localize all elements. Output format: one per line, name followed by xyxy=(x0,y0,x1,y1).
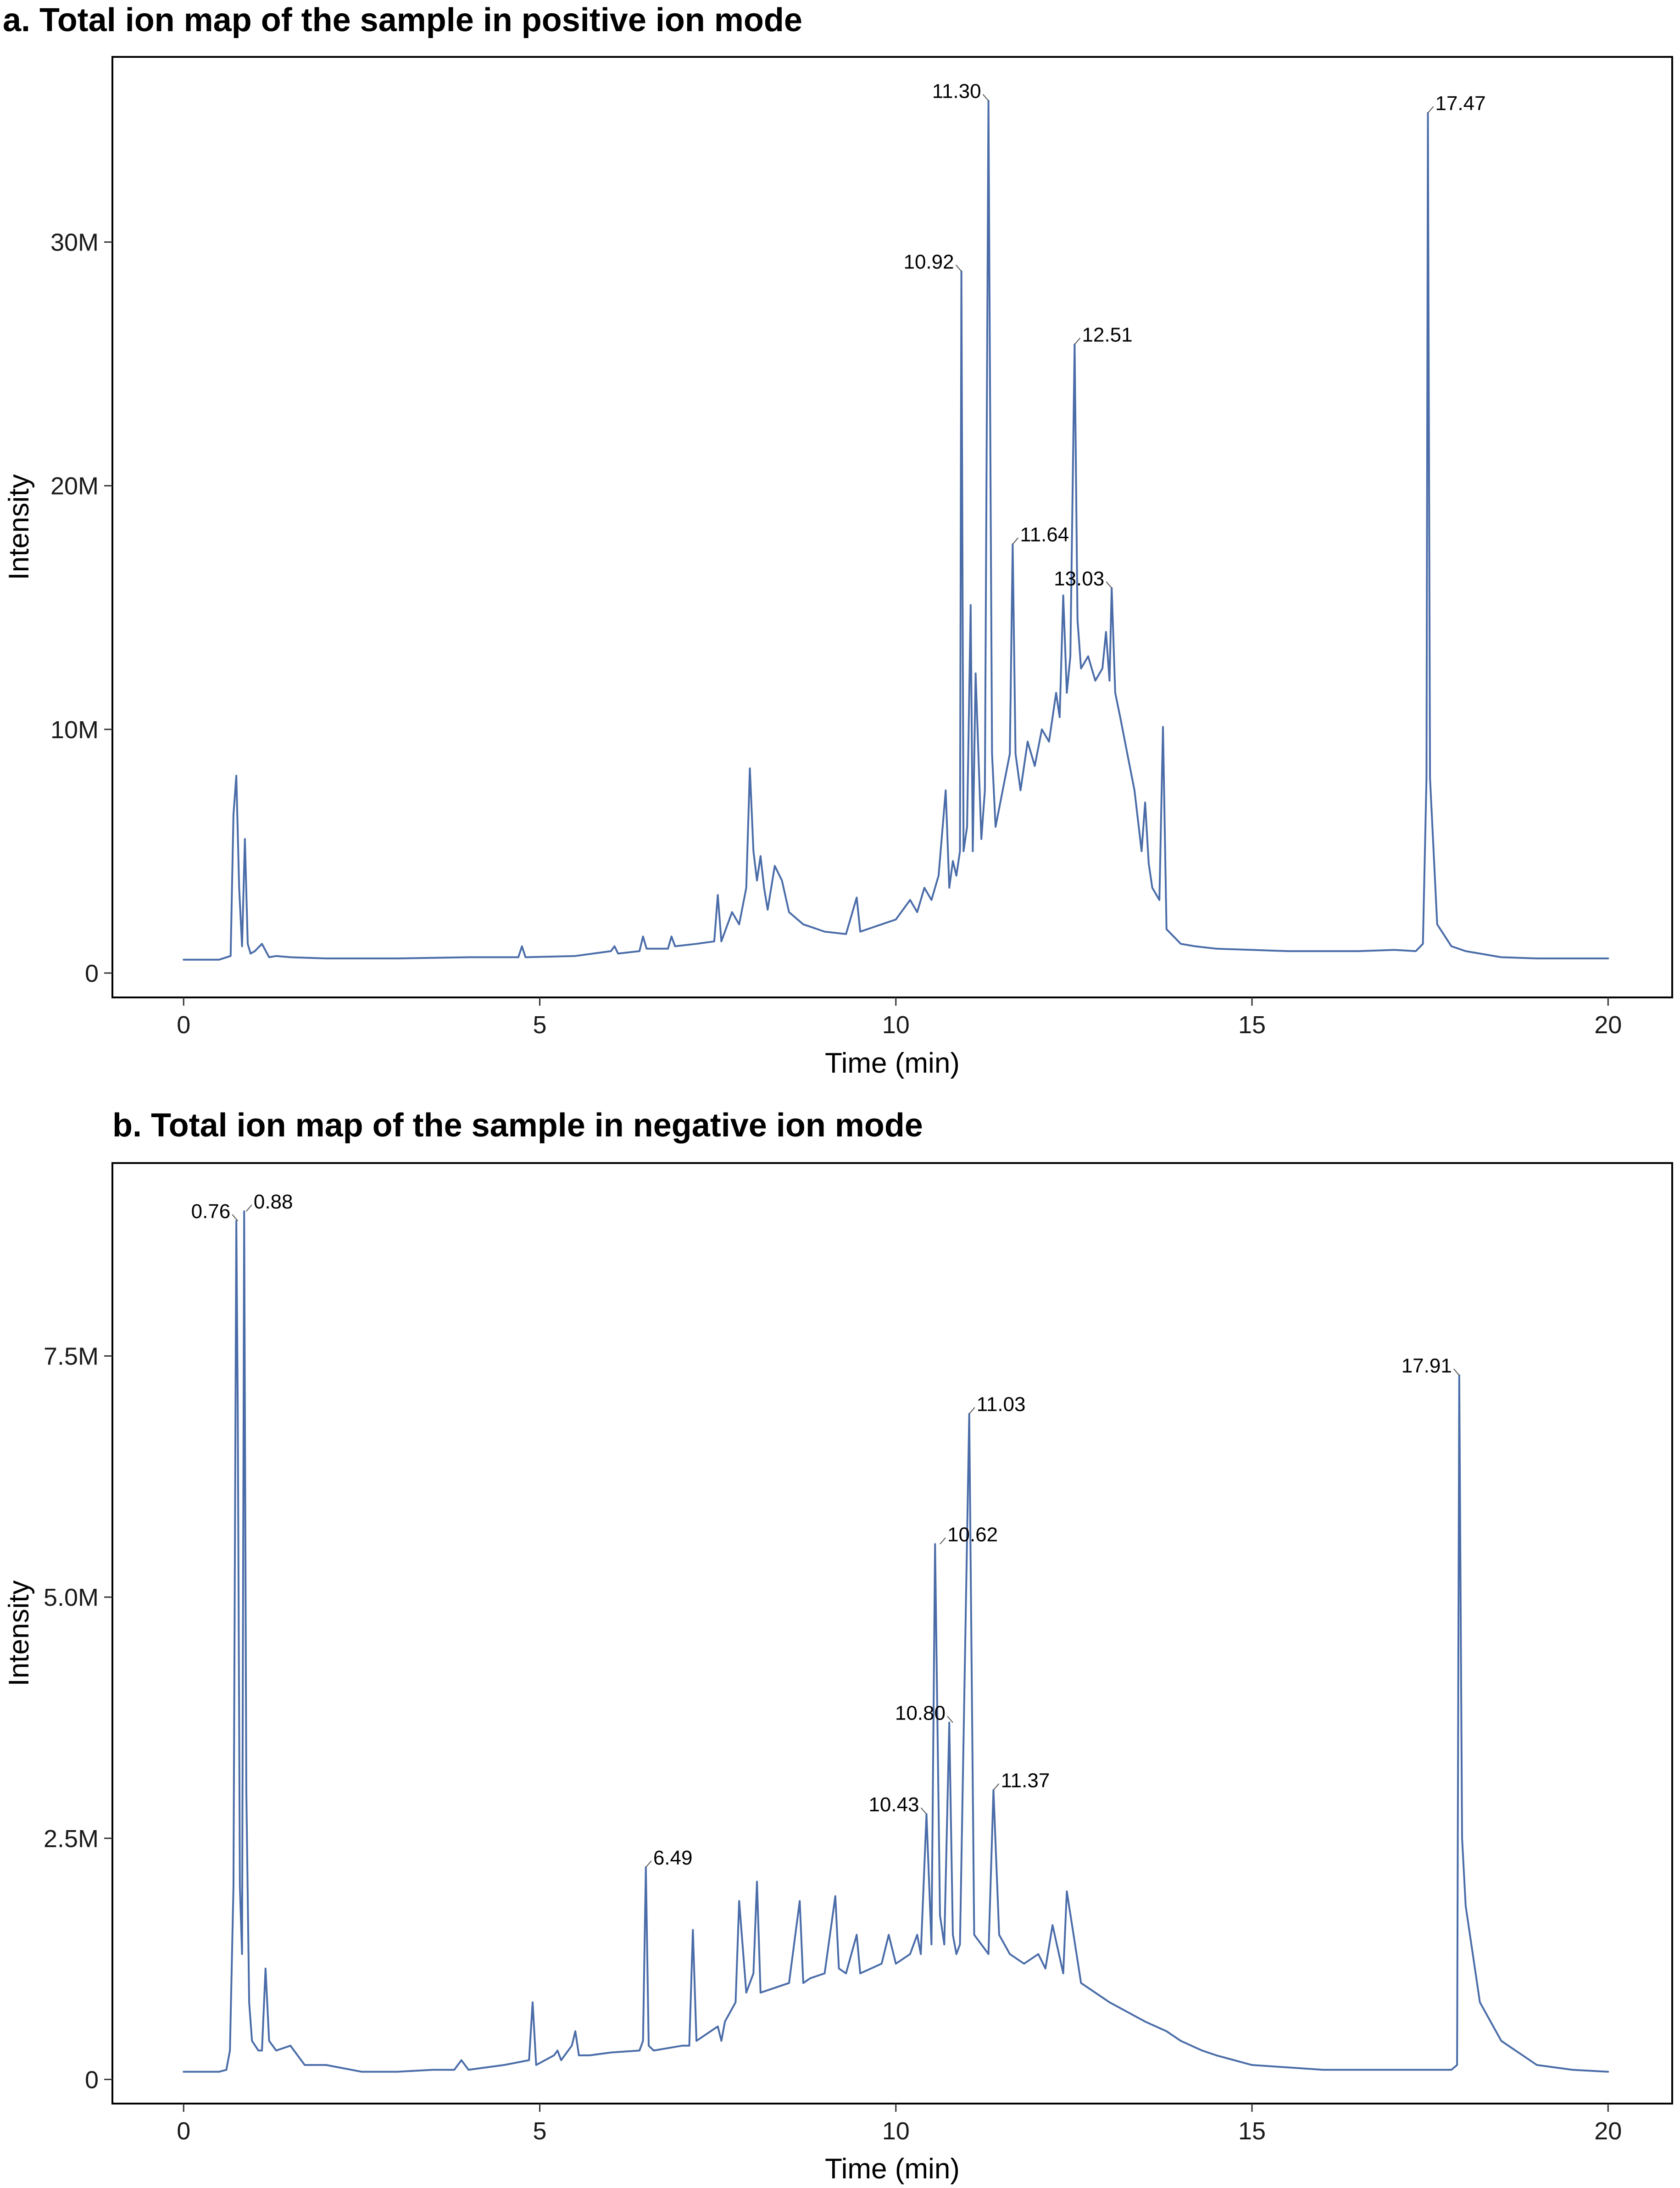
peak-label-leader xyxy=(982,94,989,101)
y-tick-label: 0 xyxy=(85,960,99,987)
x-tick-label: 10 xyxy=(882,1011,910,1039)
panel-a-y-axis-title: Intensity xyxy=(3,474,35,580)
peak-label-leader xyxy=(232,1214,239,1221)
panel-negative-ion-mode: b. Total ion map of the sample in negati… xyxy=(3,1107,1673,2185)
panel-a-marks: 0 5 10 15 20 0 10M 20M 30M 11.30 10.92 12.51 11.64 13… xyxy=(50,80,1622,1039)
peak-label-leader xyxy=(246,1204,252,1212)
peak-label: 11.64 xyxy=(1020,523,1069,546)
y-tick-label: 0 xyxy=(85,2066,99,2093)
panel-b-y-axis-title: Intensity xyxy=(3,1581,35,1687)
x-tick-label: 15 xyxy=(1238,2117,1266,2145)
y-tick-label: 20M xyxy=(50,473,99,500)
peak-label: 17.91 xyxy=(1402,1355,1452,1377)
peak-label: 11.03 xyxy=(977,1393,1026,1416)
peak-label-leader xyxy=(1106,581,1112,589)
peak-label: 6.49 xyxy=(653,1847,693,1869)
peak-label: 12.51 xyxy=(1082,324,1132,346)
peak-label-leader xyxy=(1453,1368,1460,1376)
panel-positive-ion-mode: a. Total ion map of the sample in positi… xyxy=(3,2,1673,1079)
panel-b-title: b. Total ion map of the sample in negati… xyxy=(112,1107,923,1144)
x-tick-label: 0 xyxy=(177,1011,190,1039)
y-tick-label: 5.0M xyxy=(44,1584,99,1611)
x-tick-label: 10 xyxy=(882,2117,910,2145)
peak-label-leader xyxy=(968,1407,975,1414)
x-tick-label: 15 xyxy=(1238,1011,1266,1039)
peak-label: 0.88 xyxy=(254,1191,293,1213)
peak-label: 10.80 xyxy=(895,1702,946,1724)
peak-label-leader xyxy=(1427,106,1434,113)
x-tick-label: 5 xyxy=(533,2117,546,2145)
peak-label: 10.62 xyxy=(947,1524,998,1546)
series-line xyxy=(183,1210,1609,2073)
peak-label-leader xyxy=(920,1807,927,1815)
peak-label-leader xyxy=(955,264,962,272)
peak-label: 17.47 xyxy=(1435,92,1485,115)
peak-label-leader xyxy=(993,1783,1000,1791)
peak-label: 11.30 xyxy=(932,80,981,103)
panel-a-title: a. Total ion map of the sample in positi… xyxy=(3,2,802,39)
peak-label: 10.92 xyxy=(903,251,954,273)
x-tick-label: 20 xyxy=(1594,1011,1622,1039)
peak-label: 0.76 xyxy=(191,1200,231,1223)
peak-label: 10.43 xyxy=(868,1793,919,1816)
y-tick-label: 2.5M xyxy=(44,1825,99,1853)
peak-label-leader xyxy=(645,1860,652,1868)
x-tick-label: 5 xyxy=(533,1011,546,1039)
x-tick-label: 0 xyxy=(177,2117,190,2145)
peak-label: 13.03 xyxy=(1054,568,1104,590)
peak-label-leader xyxy=(1074,338,1081,345)
y-tick-label: 10M xyxy=(50,716,99,744)
peak-label-leader xyxy=(940,1537,946,1545)
peak-label: 11.37 xyxy=(1001,1770,1050,1792)
panel-b-x-axis-title: Time (min) xyxy=(825,2153,960,2185)
x-tick-label: 20 xyxy=(1594,2117,1622,2145)
y-tick-label: 7.5M xyxy=(44,1343,99,1370)
peak-label-leader xyxy=(1012,537,1019,545)
peak-label-leader xyxy=(947,1715,953,1723)
panel-b-plot-frame xyxy=(111,1162,1673,2104)
y-tick-label: 30M xyxy=(50,229,99,256)
panel-a-plot-frame xyxy=(111,56,1673,998)
panel-b-marks: 0 5 10 15 20 0 2.5M 5.0M 7.5M 0.76 0.88 6.49 10.43 10… xyxy=(44,1191,1622,2145)
panel-a-x-axis-title: Time (min) xyxy=(825,1047,960,1079)
series-line xyxy=(183,100,1609,961)
